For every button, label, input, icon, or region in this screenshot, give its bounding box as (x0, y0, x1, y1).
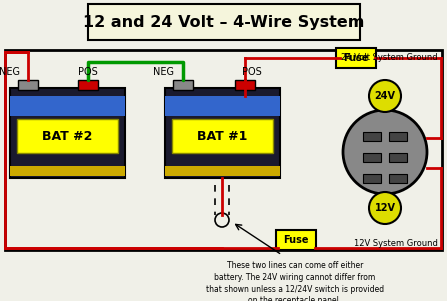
Text: Fuse: Fuse (343, 53, 369, 63)
FancyBboxPatch shape (88, 4, 360, 40)
Text: 24V: 24V (375, 91, 396, 101)
Bar (18, 80, 38, 90)
Bar (78, 80, 98, 90)
Text: 12V: 12V (375, 203, 396, 213)
Bar (173, 80, 193, 90)
Bar (10, 166, 125, 176)
Bar (235, 80, 255, 90)
Bar (5, 50, 442, 250)
Text: Fuse: Fuse (283, 235, 309, 245)
Bar (10, 96, 125, 116)
Bar (165, 88, 280, 178)
Text: NEG: NEG (0, 67, 21, 77)
Text: BAT #1: BAT #1 (197, 129, 248, 142)
Text: 12 and 24 Volt – 4-Wire System: 12 and 24 Volt – 4-Wire System (83, 14, 365, 29)
Text: These two lines can come off either
battery. The 24V wiring cannot differ from
t: These two lines can come off either batt… (206, 261, 384, 301)
Bar (363, 174, 381, 183)
Circle shape (343, 110, 427, 194)
Bar (165, 96, 280, 116)
Bar (363, 132, 381, 141)
Text: BAT #2: BAT #2 (42, 129, 93, 142)
Text: NEG: NEG (152, 67, 173, 77)
Text: 24 Volt System Ground: 24 Volt System Ground (342, 54, 438, 63)
Bar (389, 153, 407, 162)
Bar (10, 88, 125, 178)
Bar (165, 166, 280, 176)
Text: POS: POS (242, 67, 262, 77)
FancyBboxPatch shape (172, 119, 273, 153)
Bar (389, 132, 407, 141)
Bar (363, 153, 381, 162)
Circle shape (369, 80, 401, 112)
FancyBboxPatch shape (17, 119, 118, 153)
Text: 12V System Ground: 12V System Ground (354, 238, 438, 247)
FancyBboxPatch shape (276, 230, 316, 250)
Bar (389, 174, 407, 183)
Text: POS: POS (78, 67, 98, 77)
Circle shape (369, 192, 401, 224)
Circle shape (215, 213, 229, 227)
FancyBboxPatch shape (336, 48, 376, 68)
